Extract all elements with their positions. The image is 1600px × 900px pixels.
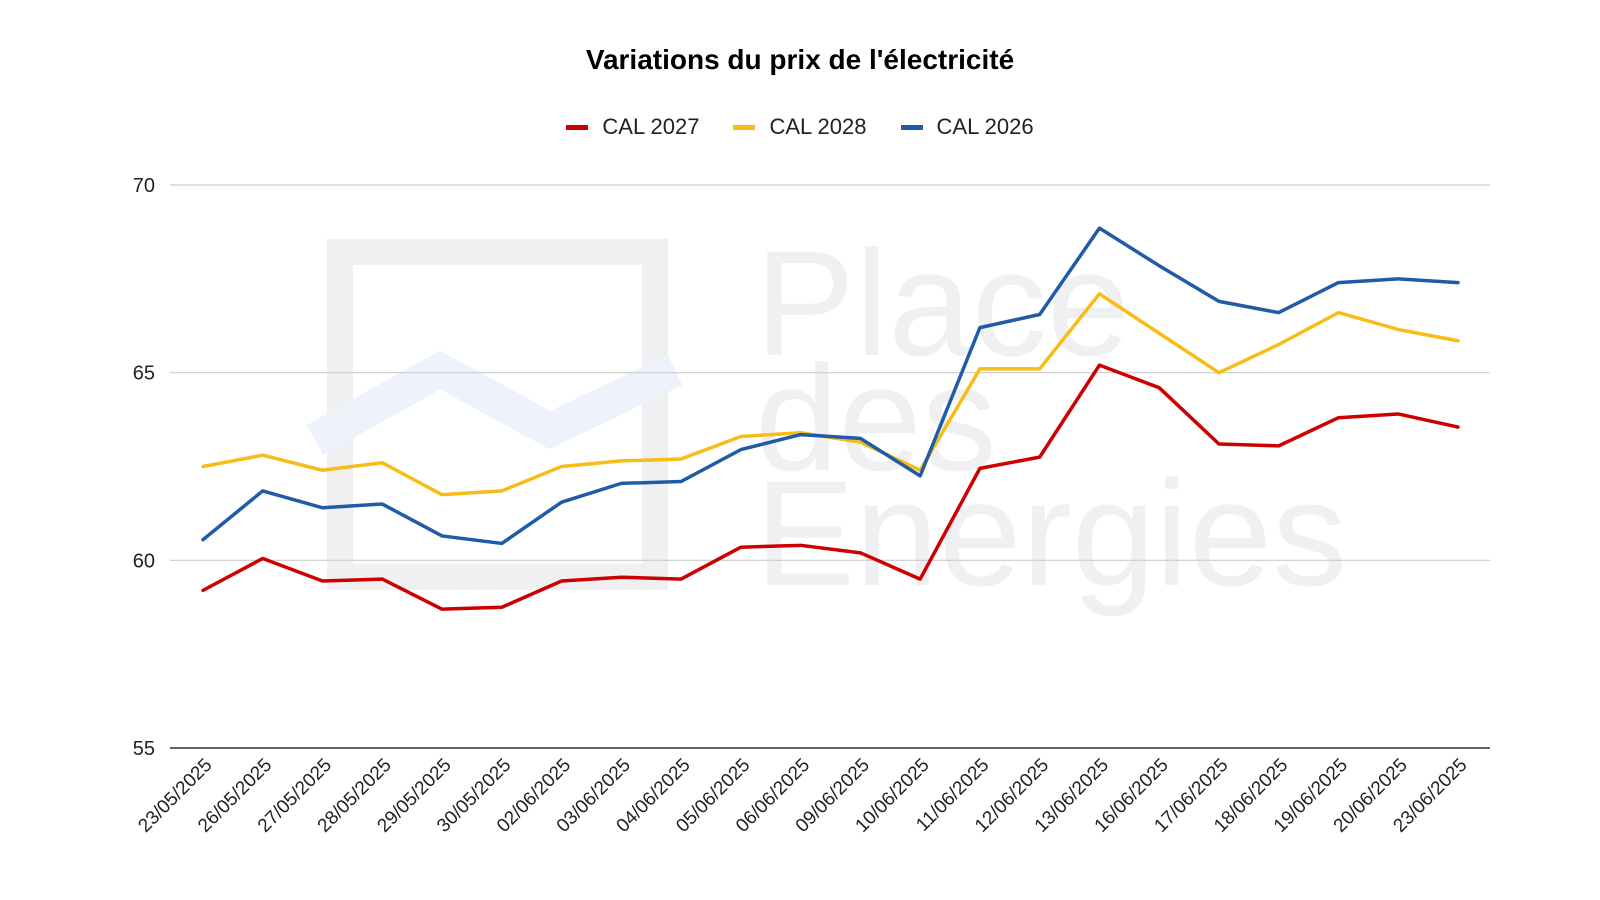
- series-line-cal-2027: [201, 363, 1460, 611]
- y-axis-ticks: 55 60 65 70: [133, 175, 155, 760]
- legend: CAL 2027 CAL 2028 CAL 2026: [0, 114, 1600, 140]
- legend-item[interactable]: CAL 2026: [900, 114, 1034, 140]
- y-tick-label: 60: [133, 550, 155, 572]
- chart-title: Variations du prix de l'électricité: [585, 44, 1015, 75]
- legend-swatch: [566, 124, 589, 130]
- legend-swatch: [733, 124, 756, 130]
- gridlines: [170, 184, 1490, 749]
- series-lines: [201, 226, 1460, 611]
- watermark-word-2: des: [755, 334, 997, 502]
- legend-swatch: [900, 124, 923, 130]
- watermark-word-3: Energies: [755, 449, 1347, 617]
- series-line-cal-2026: [201, 226, 1460, 546]
- y-tick-label: 65: [133, 363, 155, 385]
- legend-item[interactable]: CAL 2028: [733, 114, 867, 140]
- x-axis-ticks: 23/05/202526/05/202527/05/202528/05/2025…: [134, 755, 1471, 837]
- legend-label: CAL 2026: [936, 114, 1034, 139]
- legend-item[interactable]: CAL 2027: [566, 114, 699, 140]
- legend-label: CAL 2027: [602, 114, 700, 139]
- y-tick-label: 70: [133, 175, 155, 197]
- y-tick-label: 55: [133, 738, 155, 760]
- legend-label: CAL 2028: [769, 114, 867, 139]
- watermark-word-1: Place: [755, 219, 1130, 387]
- watermark-logo: Place des Energies: [306, 219, 1347, 617]
